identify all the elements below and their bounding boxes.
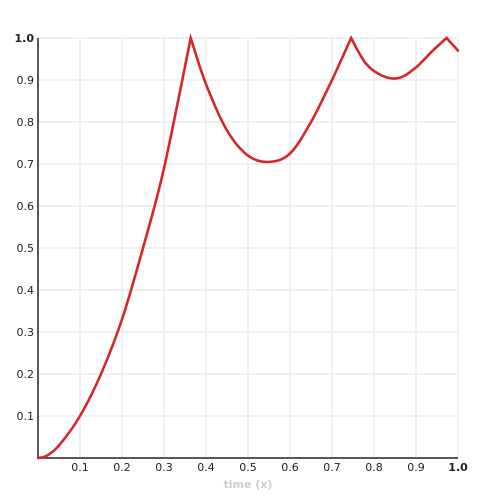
y-tick-label: 1.0 — [15, 32, 35, 45]
x-tick-label: 0.3 — [155, 461, 173, 474]
x-axis-title: time (x) — [224, 478, 273, 491]
x-tick-label: 0.5 — [239, 461, 257, 474]
x-tick-label: 1.0 — [448, 461, 468, 474]
x-tick-labels: 0.1 0.2 0.3 0.4 0.5 0.6 0.7 0.8 0.9 1.0 — [71, 461, 468, 474]
x-tick-label: 0.9 — [407, 461, 425, 474]
y-tick-labels: 0.1 0.2 0.3 0.4 0.5 0.6 0.7 0.8 0.9 1.0 — [15, 32, 35, 423]
y-tick-label: 0.4 — [17, 284, 35, 297]
series-group — [36, 32, 460, 460]
y-tick-label: 0.9 — [17, 74, 35, 87]
y-tick-label: 0.8 — [17, 116, 35, 129]
y-tick-label: 0.7 — [17, 158, 35, 171]
series-line — [36, 32, 460, 460]
y-tick-label: 0.5 — [17, 242, 35, 255]
y-tick-label: 0.1 — [17, 410, 35, 423]
grid-lines — [38, 37, 459, 458]
x-tick-label: 0.1 — [71, 461, 89, 474]
x-tick-label: 0.8 — [365, 461, 383, 474]
x-tick-label: 0.4 — [197, 461, 215, 474]
axes — [37, 38, 458, 459]
x-tick-label: 0.2 — [113, 461, 131, 474]
y-tick-label: 0.6 — [17, 200, 35, 213]
y-tick-label: 0.2 — [17, 368, 35, 381]
x-tick-label: 0.6 — [281, 461, 299, 474]
x-tick-label: 0.7 — [323, 461, 341, 474]
y-tick-label: 0.3 — [17, 326, 35, 339]
